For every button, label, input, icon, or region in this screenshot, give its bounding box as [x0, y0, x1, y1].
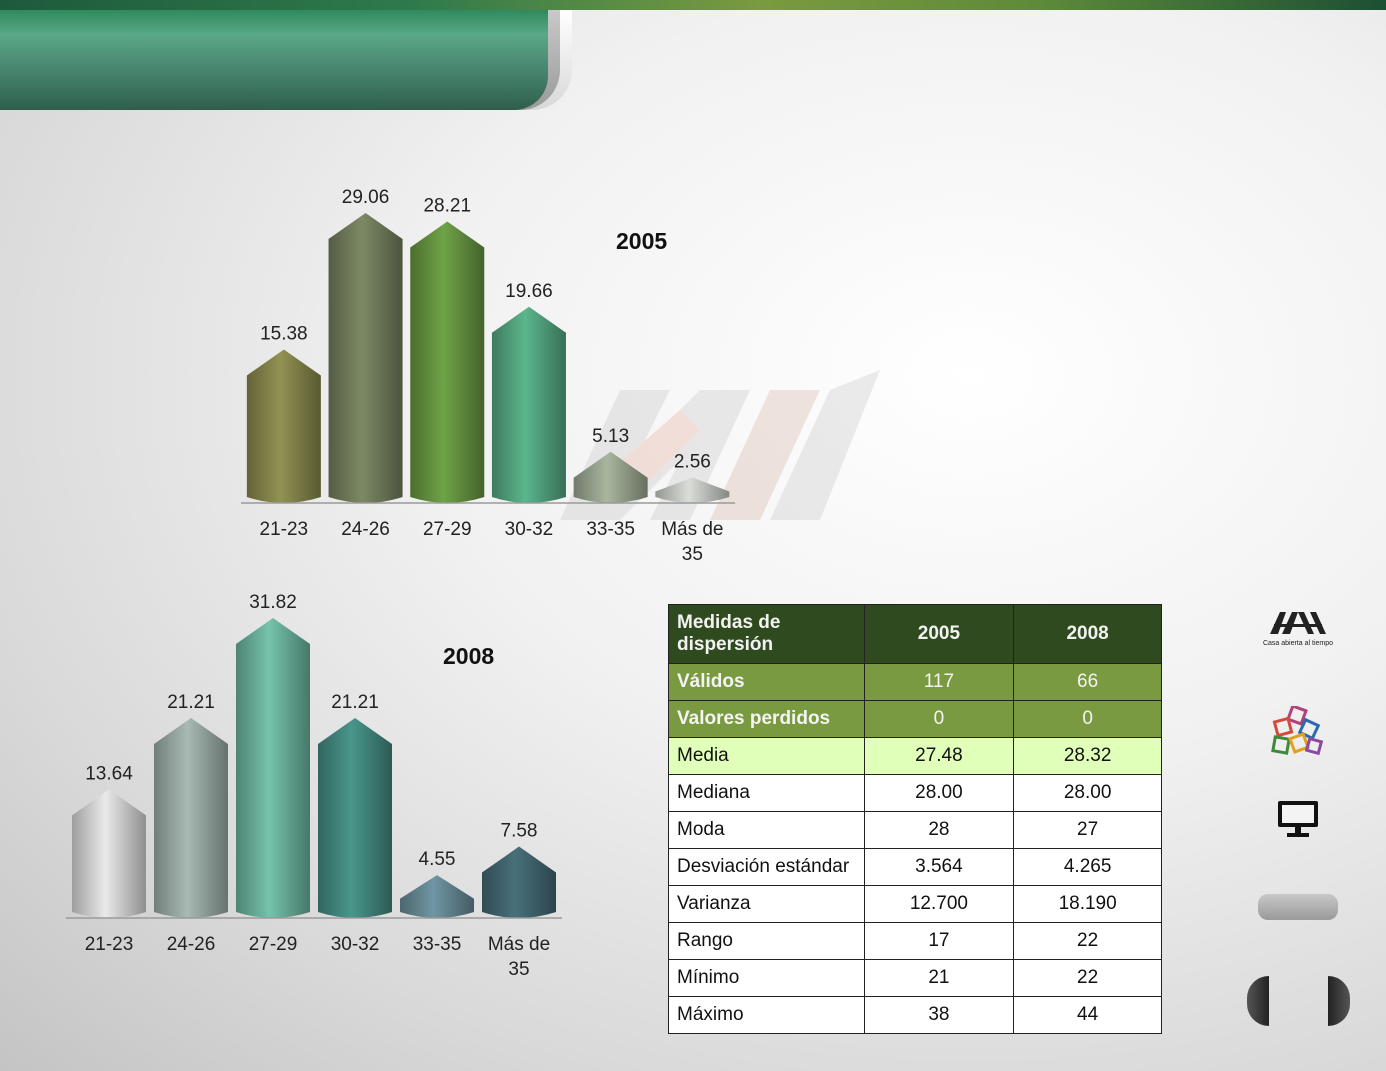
nav-next-button[interactable]	[1328, 976, 1350, 1026]
colored-squares-icon[interactable]	[1270, 706, 1326, 758]
data-label: 28.21	[423, 195, 471, 216]
category-label: 35	[682, 544, 703, 565]
bar-24-26	[328, 213, 403, 503]
table-row: Mediana 28.00 28.00	[668, 774, 1162, 812]
cell-2008: 66	[1013, 663, 1162, 701]
chart-2008-title: 2008	[443, 643, 495, 669]
table-row: Media 27.48 28.32	[668, 737, 1162, 775]
cell-2005: 3.564	[863, 848, 1015, 886]
cell-2005: 21	[863, 959, 1015, 997]
bar-33-35	[400, 875, 474, 918]
table-row: Mínimo 21 22	[668, 959, 1162, 997]
data-label: 15.38	[260, 324, 308, 345]
category-label: Más de	[661, 519, 723, 540]
bar-Más de 35	[482, 846, 556, 918]
cell-2008: 4.265	[1013, 848, 1162, 886]
row-label: Desviación estándar	[668, 848, 865, 886]
category-label: 21-23	[85, 934, 134, 955]
nav-home-button[interactable]	[1258, 894, 1338, 920]
header-2008: 2008	[1013, 604, 1162, 664]
header-2005: 2005	[863, 604, 1015, 664]
category-label: 24-26	[341, 519, 390, 540]
cell-2008: 44	[1013, 996, 1162, 1034]
bar-Más de 35	[655, 477, 730, 503]
category-label: 27-29	[249, 934, 298, 955]
monitor-icon[interactable]	[1277, 800, 1319, 838]
nav-previous-button[interactable]	[1247, 976, 1269, 1026]
uam-logo-icon	[1270, 612, 1326, 634]
table-row: Moda 28 27	[668, 811, 1162, 849]
category-label: 30-32	[331, 934, 380, 955]
data-label: 13.64	[85, 763, 133, 784]
category-label: 33-35	[413, 934, 462, 955]
bar-27-29	[410, 221, 485, 503]
data-label: 21.21	[167, 692, 215, 713]
cell-2008: 0	[1013, 700, 1162, 738]
category-label: 35	[508, 959, 529, 980]
table-row: Valores perdidos 0 0	[668, 700, 1162, 738]
category-label: Más de	[488, 934, 550, 955]
table-row: Varianza 12.700 18.190	[668, 885, 1162, 923]
cell-2005: 0	[863, 700, 1015, 738]
table-row: Rango 17 22	[668, 922, 1162, 960]
top-accent-bar	[0, 0, 1386, 10]
cell-2008: 22	[1013, 922, 1162, 960]
data-label: 5.13	[592, 426, 629, 447]
table-row: Máximo 38 44	[668, 996, 1162, 1034]
bar-21-23	[246, 349, 321, 503]
data-label: 29.06	[342, 187, 390, 208]
cell-2005: 38	[863, 996, 1015, 1034]
table-row: Desviación estándar 3.564 4.265	[668, 848, 1162, 886]
cell-2008: 18.190	[1013, 885, 1162, 923]
row-label: Válidos	[668, 663, 865, 701]
cell-2008: 28.00	[1013, 774, 1162, 812]
data-label: 19.66	[505, 281, 553, 302]
cell-2008: 28.32	[1013, 737, 1162, 775]
bar-33-35	[573, 451, 648, 503]
title-tab	[0, 10, 548, 110]
table-header-row: Medidas de dispersión 2005 2008	[668, 604, 1162, 664]
row-label: Varianza	[668, 885, 865, 923]
category-label: 33-35	[586, 519, 635, 540]
table-row: Válidos 117 66	[668, 663, 1162, 701]
row-label: Mínimo	[668, 959, 865, 997]
cell-2005: 28	[863, 811, 1015, 849]
data-label: 4.55	[419, 849, 456, 870]
category-label: 24-26	[167, 934, 216, 955]
header-measure: Medidas de dispersión	[668, 604, 865, 664]
bar-27-29	[236, 618, 310, 918]
bar-30-32	[491, 306, 566, 503]
category-label: 30-32	[505, 519, 554, 540]
cell-2005: 17	[863, 922, 1015, 960]
row-label: Media	[668, 737, 865, 775]
cell-2005: 117	[863, 663, 1015, 701]
data-label: 7.58	[501, 821, 538, 842]
bar-21-23	[72, 789, 146, 918]
row-label: Mediana	[668, 774, 865, 812]
row-label: Valores perdidos	[668, 700, 865, 738]
bar-24-26	[154, 718, 228, 918]
category-label: 21-23	[260, 519, 309, 540]
row-label: Rango	[668, 922, 865, 960]
cell-2008: 22	[1013, 959, 1162, 997]
row-label: Moda	[668, 811, 865, 849]
uam-logo: Casa abierta al tiempo	[1258, 612, 1338, 647]
data-label: 21.21	[331, 692, 379, 713]
category-label: 27-29	[423, 519, 472, 540]
logo-tagline: Casa abierta al tiempo	[1262, 640, 1334, 647]
cell-2005: 12.700	[863, 885, 1015, 923]
cell-2005: 28.00	[863, 774, 1015, 812]
cell-2008: 27	[1013, 811, 1162, 849]
bar-30-32	[318, 718, 392, 918]
cell-2005: 27.48	[863, 737, 1015, 775]
data-label: 31.82	[249, 592, 297, 613]
row-label: Máximo	[668, 996, 865, 1034]
data-label: 2.56	[674, 451, 711, 472]
chart-2005-title: 2005	[616, 228, 668, 254]
dispersion-table: Medidas de dispersión 2005 2008 Válidos 1…	[668, 604, 1162, 1034]
